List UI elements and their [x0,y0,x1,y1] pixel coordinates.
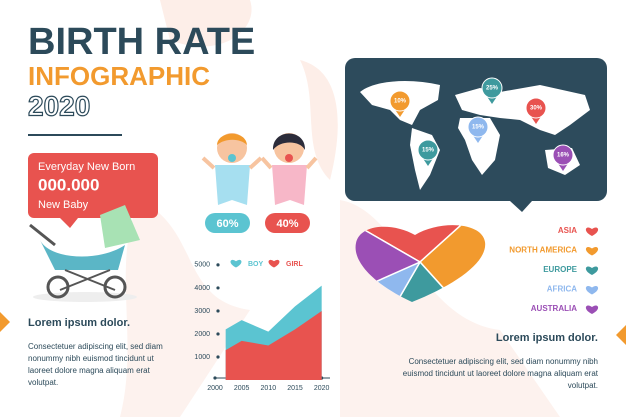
area [225,310,322,380]
legend-heart [585,285,599,295]
newborn-bubble [28,153,158,218]
map-pin-label: 15% [422,148,435,154]
bg-blob [300,60,338,180]
newborn-count: 000.000 [38,175,99,194]
map-pin-label: 16% [557,153,570,159]
y-tick [216,286,220,290]
girl-pill [265,213,310,233]
right-heading: Lorem ipsum dolor. [496,332,598,344]
x-tick-label: 2015 [287,385,303,392]
left-heading: Lorem ipsum dolor. [28,317,130,329]
map-pin [552,144,574,166]
bg-blob [160,0,252,47]
baby-girl [260,133,318,205]
legend-label: GIRL [286,261,303,268]
map-pin-label: 15% [472,125,485,131]
edge-arrow [0,312,10,332]
map-pin [525,97,547,119]
x-tick [213,376,217,380]
map-pin-label: 10% [394,99,407,105]
legend-heart [268,259,280,268]
legend-label: AFRICA [547,285,577,294]
baby-boy [201,133,263,205]
subtitle: INFOGRAPHIC [28,61,210,91]
edge-arrow [616,325,626,345]
legend-heart [585,246,599,256]
y-tick [216,355,220,359]
stroller [29,205,140,302]
map-pin [467,116,489,138]
map-pin-label: 30% [530,106,543,112]
legend-label: AUSTRALIA [531,304,577,313]
x-tick-label: 2020 [314,385,330,392]
bg-blob [120,200,250,417]
left-body: Consectetuer adipiscing elit, sed diam n… [28,342,163,387]
right-body: Consectetuer adipiscing elit, sed diam n… [402,357,598,390]
map-pin [417,139,439,161]
x-tick-label: 2010 [261,385,277,392]
y-tick-label: 4000 [194,285,210,292]
x-tick-label: 2000 [207,385,223,392]
y-tick-label: 2000 [194,331,210,338]
y-tick-label: 3000 [194,308,210,315]
legend-heart [585,227,599,236]
y-tick-label: 5000 [194,262,210,269]
map-pin [389,90,411,112]
y-tick [216,332,220,336]
year: 2020 [28,90,90,121]
map-tail [510,201,532,212]
legend-label: NORTH AMERICA [509,246,577,255]
boy-pill [205,213,250,233]
title: BIRTH RATE [28,21,255,63]
legend-label: BOY [248,261,264,268]
pie-slice [355,225,422,300]
bubble-tail [60,218,78,228]
newborn-label: Everyday New Born [38,161,135,173]
y-tick [216,309,220,313]
y-tick [216,263,220,267]
legend-heart [585,305,599,314]
pie-slice [418,225,486,302]
map-pin [481,77,503,99]
y-tick-label: 1000 [194,354,210,361]
legend-heart [585,266,599,275]
girl-percent: 40% [276,218,298,230]
legend-label: EUROPE [543,265,577,274]
legend-heart [230,259,242,268]
x-tick-label: 2005 [234,385,250,392]
map-pin-label: 25% [486,86,499,92]
newborn-caption: New Baby [38,199,89,211]
legend-label: ASIA [558,226,577,235]
boy-percent: 60% [216,218,238,230]
